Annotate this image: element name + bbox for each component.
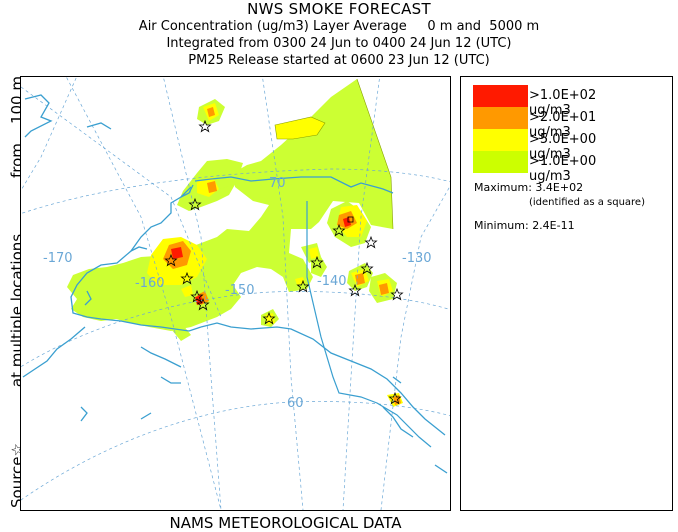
lon-130-label: -130 [402, 251, 432, 266]
meteorological-data-label: NAMS METEOROLOGICAL DATA [169, 514, 402, 532]
concentration-subtitle: Air Concentration (ug/m3) Layer Average … [138, 19, 540, 34]
legend-swatch-red [473, 85, 528, 107]
smoke-contour-lines [274, 78, 394, 230]
source-star-icon [332, 223, 346, 237]
lat-70-label: 70 [269, 176, 286, 191]
minimum-stat: Minimum: 2.4E-11 [474, 219, 575, 232]
source-star-icon [262, 311, 276, 325]
source-star-icon [198, 119, 212, 133]
forecast-title: NWS SMOKE FORECAST [247, 0, 431, 18]
minimum-label: Minimum: [474, 219, 529, 232]
source-star-icon [196, 297, 210, 311]
source-star-icon [188, 197, 202, 211]
map-canvas: -170 -160 -150 -140 -130 70 60 [21, 77, 450, 510]
source-star-icon [296, 279, 310, 293]
maximum-stat: Maximum: 3.4E+02 [474, 181, 583, 194]
source-star-icon [360, 261, 374, 275]
concentration-legend: >1.0E+02 ug/m3 >2.0E+01 ug/m3 >5.0E+00 u… [460, 76, 673, 511]
legend-item-100: >1.0E+02 ug/m3 [473, 85, 596, 118]
graticule [21, 77, 450, 510]
maximum-square-icon [347, 216, 354, 223]
source-star-icon [390, 287, 404, 301]
smoke-map[interactable]: -170 -160 -150 -140 -130 70 60 [20, 76, 451, 511]
legend-label-5: >5.0E+00 ug/m3 [529, 132, 597, 162]
legend-item-20: >2.0E+01 ug/m3 [473, 107, 596, 140]
legend-item-1: >1.0E+00 ug/m3 [473, 151, 596, 184]
legend-label-100: >1.0E+02 ug/m3 [529, 88, 597, 118]
lon-170-label: -170 [43, 251, 73, 266]
lat-60-label: 60 [287, 396, 304, 411]
legend-label-20: >2.0E+01 ug/m3 [529, 110, 597, 140]
smoke-plume-max [171, 217, 351, 305]
lon-160-label: -160 [135, 276, 165, 291]
source-star-icon [310, 255, 324, 269]
source-star-icon [164, 253, 178, 267]
minimum-value: 2.4E-11 [532, 219, 575, 232]
maximum-label: Maximum: [474, 181, 532, 194]
release-start: PM25 Release started at 0600 23 Jun 12 (… [188, 53, 490, 68]
integration-period: Integrated from 0300 24 Jun to 0400 24 J… [166, 36, 512, 51]
legend-label-1: >1.0E+00 ug/m3 [529, 154, 597, 184]
maximum-value: 3.4E+02 [535, 181, 584, 194]
legend-swatch-green [473, 151, 528, 173]
coastline [22, 94, 448, 474]
source-star-icon [388, 391, 402, 405]
source-markers [164, 119, 404, 405]
source-star-icon [348, 283, 362, 297]
lon-150-label: -150 [225, 283, 255, 298]
legend-swatch-orange [473, 107, 528, 129]
source-star-icon [180, 271, 194, 285]
source-star-icon [190, 289, 204, 303]
legend-item-5: >5.0E+00 ug/m3 [473, 129, 596, 162]
border-line [306, 201, 432, 448]
maximum-note: (identified as a square) [529, 197, 645, 208]
legend-swatch-yellow [473, 129, 528, 151]
lon-140-label: -140 [317, 274, 347, 289]
source-star-icon [364, 235, 378, 249]
